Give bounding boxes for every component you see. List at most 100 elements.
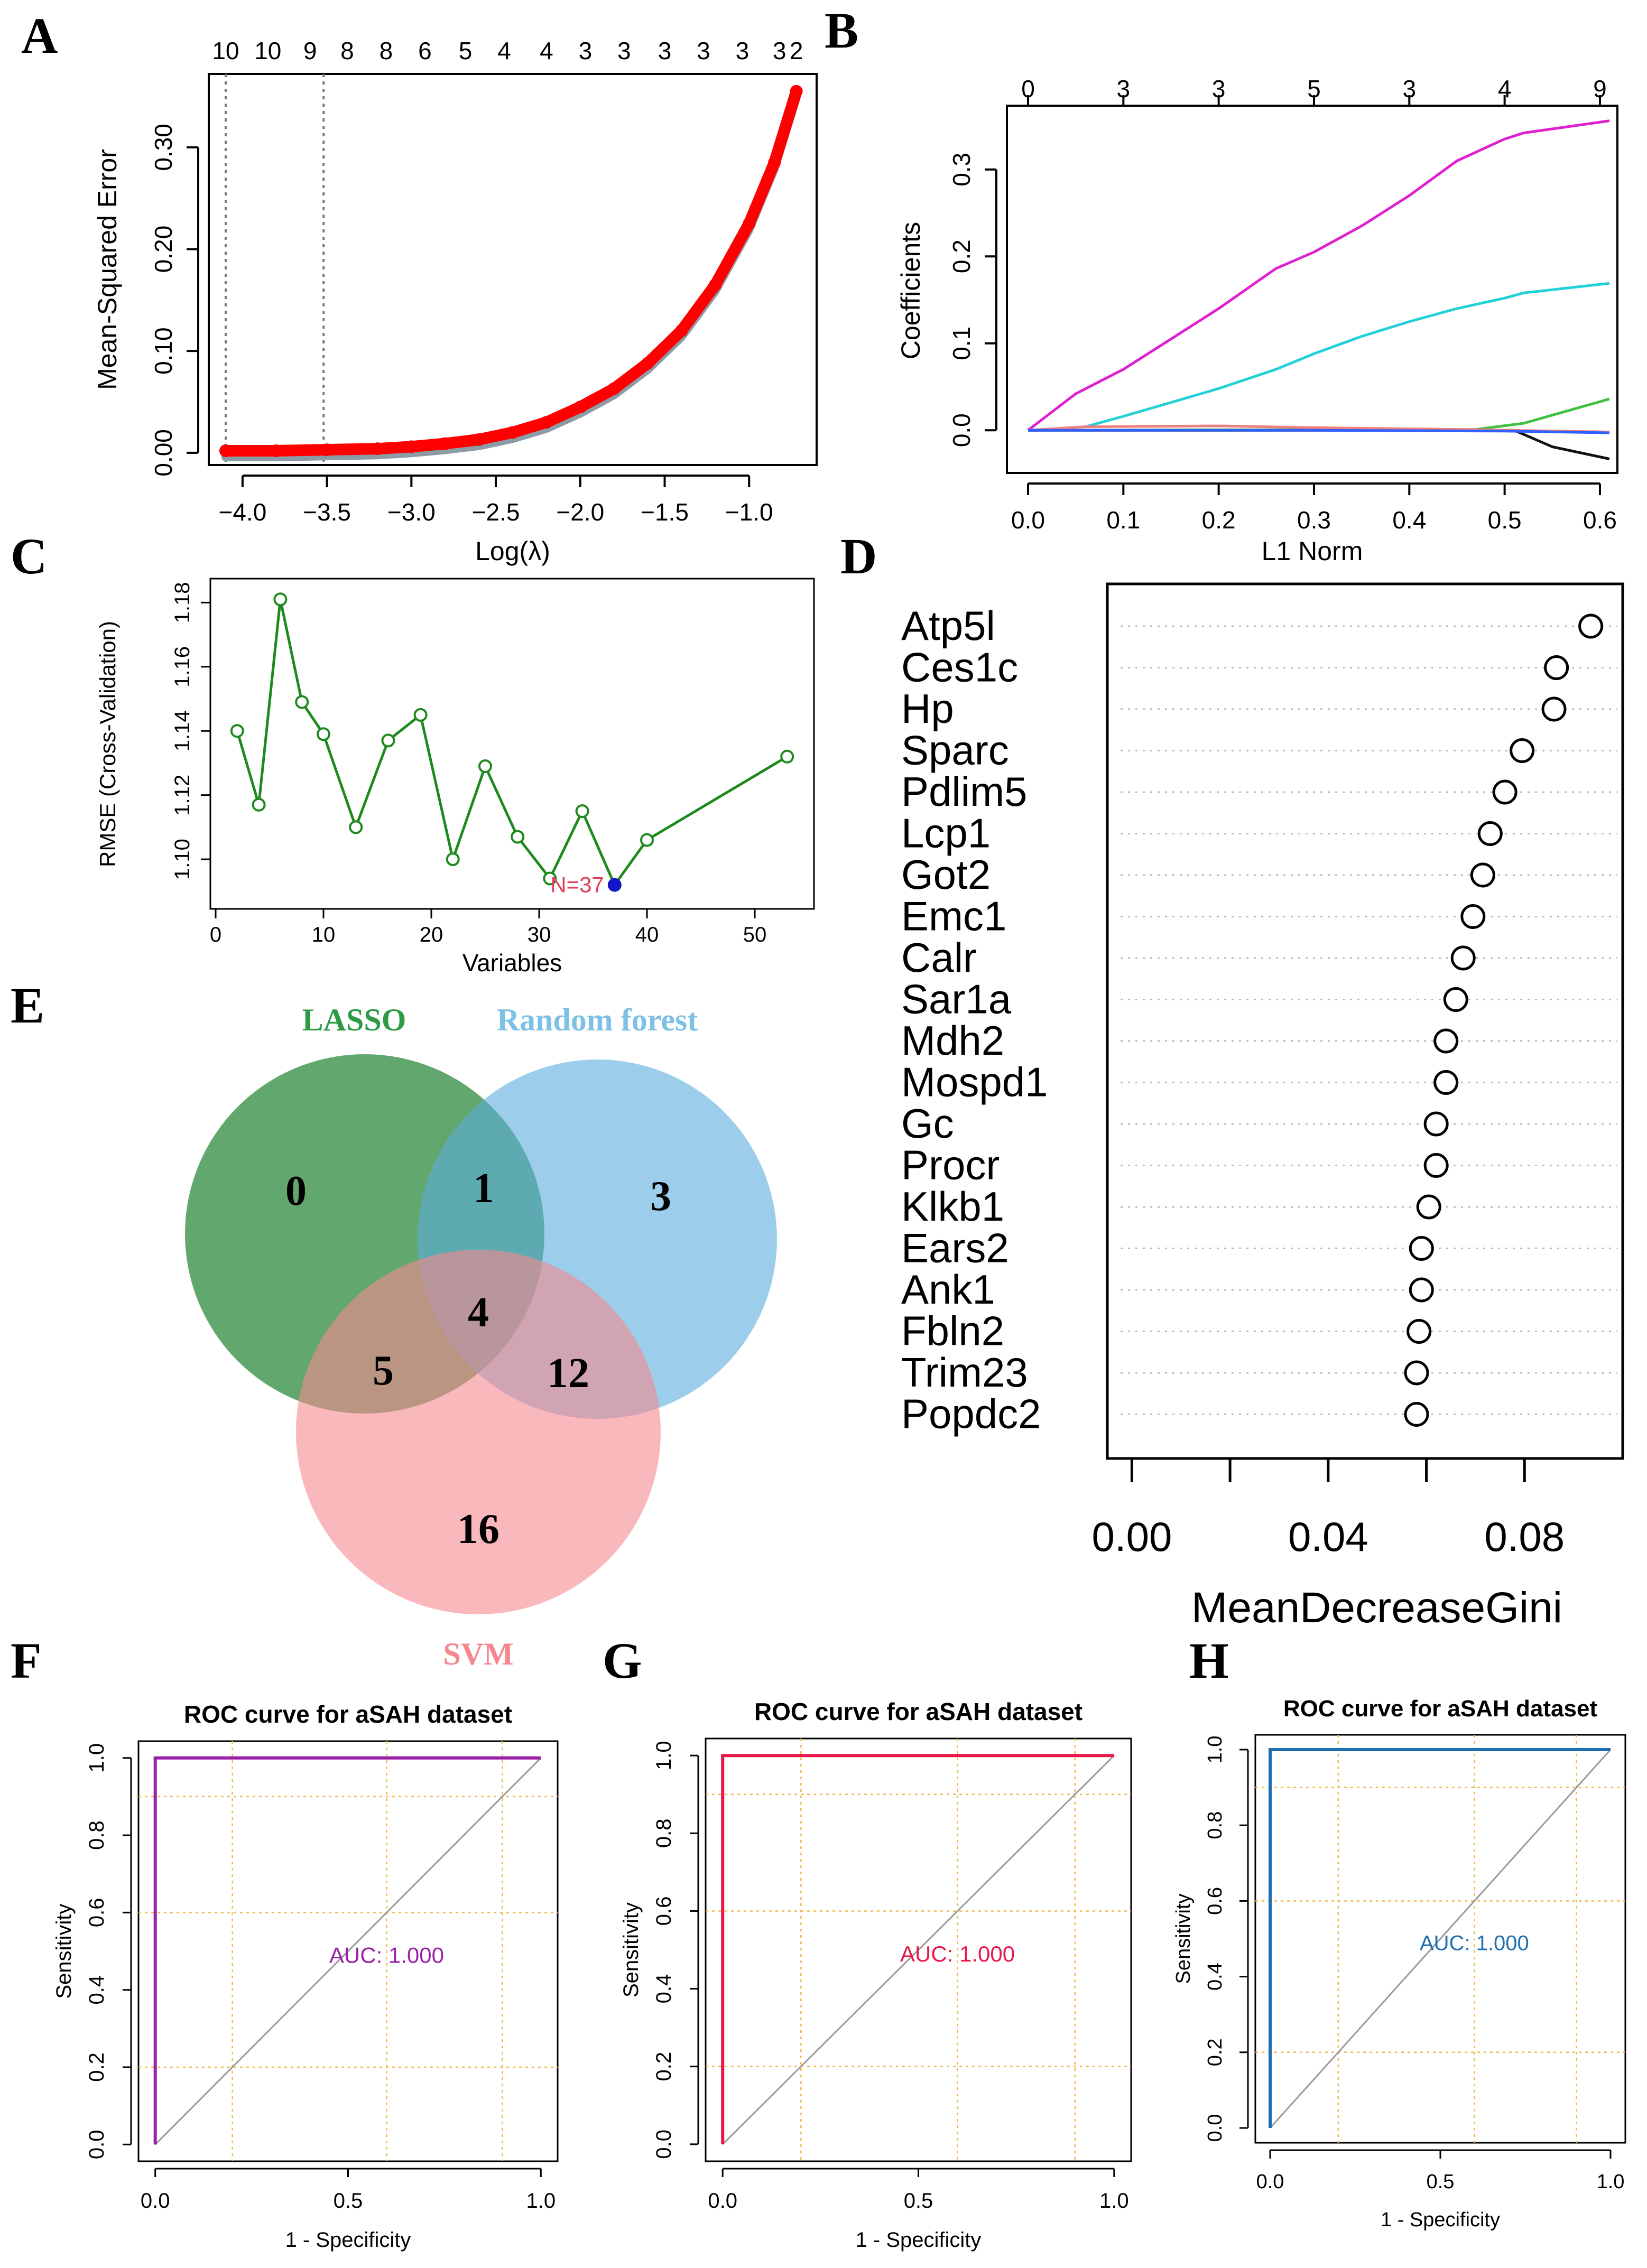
panel-h-diagonal bbox=[1269, 1749, 1612, 2129]
panel-b-xtick-label: 0.1 bbox=[1106, 506, 1140, 534]
panel-h-ytick-label: 1.0 bbox=[1204, 1736, 1226, 1764]
panel-g-xtick-label: 0.5 bbox=[904, 2189, 933, 2213]
panel-d-importance-point bbox=[1470, 862, 1495, 888]
panel-d-importance-point bbox=[1423, 1111, 1449, 1137]
panel-f-diagonal bbox=[154, 1757, 542, 2145]
panel-c-point bbox=[317, 727, 330, 741]
panel-d-xlabel: MeanDecreaseGini bbox=[1191, 1584, 1562, 1632]
panel-d-gene-label: Mospd1 bbox=[901, 1059, 1048, 1105]
panel-d-importance-point bbox=[1423, 1153, 1449, 1178]
panel-c-point bbox=[446, 852, 460, 867]
panel-f-xtick-label: 0.0 bbox=[141, 2189, 170, 2213]
panel-d-importance-point bbox=[1492, 779, 1518, 805]
panel-a-point bbox=[573, 401, 587, 414]
panel-c-point bbox=[273, 592, 288, 607]
panel-letter-a: A bbox=[21, 7, 58, 64]
panel-g-xtick-label: 1.0 bbox=[1099, 2189, 1129, 2213]
panel-c-ytick-label: 1.18 bbox=[171, 582, 194, 623]
panel-a-top-label: 3 bbox=[617, 37, 631, 64]
panel-h-ytick-label: 0.0 bbox=[1204, 2114, 1226, 2142]
panel-h-xtick-label: 0.5 bbox=[1427, 2171, 1455, 2193]
panel-c-xtick-label: 30 bbox=[528, 923, 551, 946]
panel-e-region-count: 3 bbox=[650, 1173, 671, 1220]
panel-c-point bbox=[349, 820, 363, 834]
panel-a-top-label: 10 bbox=[212, 37, 239, 64]
panel-a-top-label: 3 bbox=[697, 37, 710, 64]
panel-letter-e: E bbox=[11, 977, 44, 1034]
panel-b-top-label: 3 bbox=[1212, 75, 1226, 103]
panel-b-xlabel: L1 Norm bbox=[1262, 536, 1363, 566]
panel-d-gene-label: Procr bbox=[901, 1142, 1000, 1188]
chart-layer: −4.0 −3.5 −3.0 −2.5 −2.0 −1.5 −1.00.000.100.20… bbox=[52, 37, 1626, 2252]
panel-a-xlabel: Log(λ) bbox=[475, 536, 550, 566]
panel-b-top-label: 3 bbox=[1117, 75, 1131, 103]
panel-g-title: ROC curve for aSAH dataset bbox=[754, 1698, 1082, 1725]
panel-c-point bbox=[230, 724, 244, 738]
panel-letter-d: D bbox=[840, 528, 877, 584]
panel-b-ytick-label: 0.0 bbox=[948, 413, 975, 447]
panel-a-point bbox=[675, 324, 688, 337]
panel-b-top-label: 3 bbox=[1403, 75, 1417, 103]
panel-d-importance-point bbox=[1544, 655, 1569, 680]
panel-a-point bbox=[371, 442, 384, 456]
panel-a-xtick-label: −2.5 bbox=[472, 498, 520, 526]
panel-letter-c: C bbox=[11, 528, 47, 584]
panel-d-importance-point bbox=[1433, 1028, 1459, 1054]
panel-f-title: ROC curve for aSAH dataset bbox=[184, 1700, 512, 1728]
panel-e-region-count: 5 bbox=[373, 1347, 394, 1394]
panel-d-importance-point bbox=[1407, 1319, 1432, 1344]
panel-b-top-label: 5 bbox=[1307, 75, 1321, 103]
panel-a-ytick-label: 0.00 bbox=[150, 429, 177, 477]
panel-g-auc-label: AUC: 1.000 bbox=[900, 1941, 1015, 1966]
panel-b-series-blue bbox=[1028, 429, 1610, 434]
panel-e-set-title: Random forest bbox=[497, 1002, 698, 1037]
panel-e-region-count: 1 bbox=[473, 1165, 494, 1212]
panel-a-top-label: 4 bbox=[497, 37, 511, 64]
panel-d-xtick-label: 0.00 bbox=[1092, 1513, 1172, 1560]
panel-f-ytick-label: 0.8 bbox=[85, 1820, 108, 1850]
panel-d-gene-label: Got2 bbox=[901, 851, 991, 898]
panel-g-frame bbox=[705, 1737, 1132, 2162]
panel-b-top-label: 4 bbox=[1498, 75, 1512, 103]
panel-a-top-label: 2 bbox=[790, 37, 803, 64]
panel-a-top-label: 9 bbox=[303, 37, 317, 64]
panel-h-auc-label: AUC: 1.000 bbox=[1420, 1931, 1529, 1955]
panel-c-point bbox=[252, 797, 266, 812]
panel-c-point bbox=[511, 830, 525, 844]
panel-e-region-count: 12 bbox=[547, 1350, 589, 1397]
panel-g-ytick-label: 0.4 bbox=[652, 1974, 676, 2004]
panel-d-gene-label: Fbln2 bbox=[901, 1308, 1004, 1354]
panel-h-xtick-label: 0.0 bbox=[1256, 2171, 1284, 2193]
panel-h-ytick-label: 0.4 bbox=[1204, 1963, 1226, 1991]
panel-g-ytick-label: 0.8 bbox=[652, 1819, 676, 1848]
panel-c-xtick-label: 20 bbox=[420, 923, 443, 946]
panel-b-ytick-label: 0.3 bbox=[948, 153, 975, 187]
panel-letter-g: G bbox=[603, 1632, 642, 1689]
panel-g-ytick-label: 0.6 bbox=[652, 1897, 676, 1926]
panel-a-point bbox=[641, 357, 654, 370]
panel-a-xtick-label: −3.0 bbox=[387, 498, 436, 526]
panel-g-roc-curve bbox=[721, 1754, 1114, 2144]
panel-f-xtick-label: 1.0 bbox=[526, 2189, 556, 2213]
panel-h-frame bbox=[1254, 1734, 1626, 2144]
panel-d-importance-point bbox=[1477, 821, 1503, 846]
panel-a-top-label: 3 bbox=[579, 37, 593, 64]
panel-a-top-label: 4 bbox=[540, 37, 553, 64]
panel-d-importance-point bbox=[1409, 1277, 1434, 1303]
panel-c-xlabel: Variables bbox=[462, 949, 562, 977]
panel-g-ytick-label: 0.2 bbox=[652, 2052, 676, 2081]
panel-a-point bbox=[607, 382, 621, 395]
panel-d-importance-point bbox=[1416, 1194, 1441, 1220]
panel-d-xtick-label: 0.04 bbox=[1288, 1513, 1368, 1560]
panel-c-ytick-label: 1.12 bbox=[171, 775, 194, 816]
panel-g-ytick-label: 0.0 bbox=[652, 2130, 676, 2159]
panel-a-point bbox=[540, 416, 553, 429]
panel-c-point bbox=[381, 733, 395, 748]
panel-a-point bbox=[506, 426, 519, 439]
panel-e-set-title: SVM bbox=[443, 1637, 513, 1671]
panel-c-xtick-label: 0 bbox=[210, 923, 221, 946]
panel-a-ytick-label: 0.20 bbox=[150, 226, 177, 273]
panel-d-importance-point bbox=[1443, 987, 1468, 1012]
panel-b-series-cyan bbox=[1028, 282, 1610, 432]
panel-b-xtick-label: 0.6 bbox=[1583, 506, 1617, 534]
